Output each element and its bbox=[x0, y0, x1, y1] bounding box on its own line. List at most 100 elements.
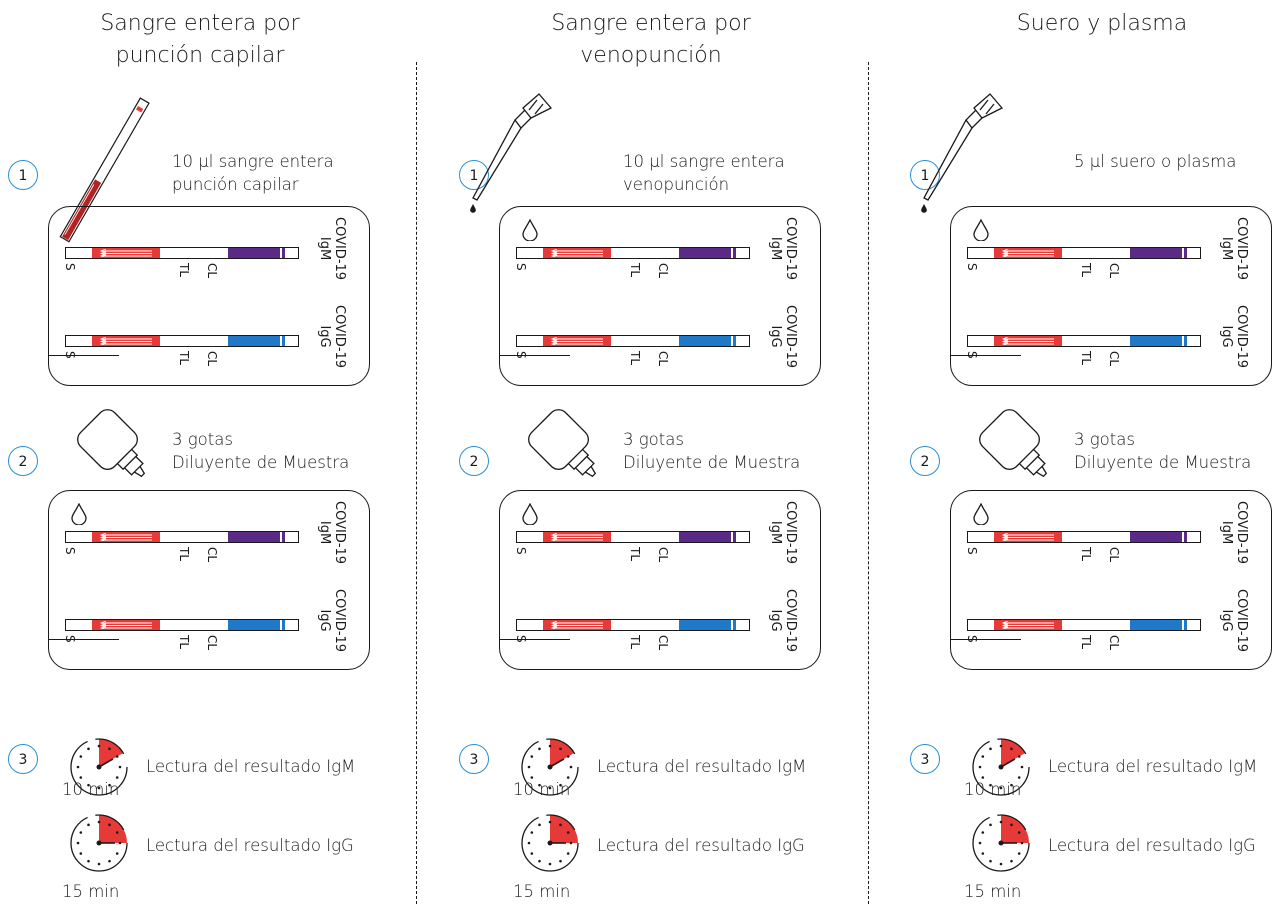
strip-label-tl: TL bbox=[1079, 635, 1093, 650]
strip-label-cl: CL bbox=[1107, 635, 1121, 651]
test-strip-igm bbox=[65, 247, 299, 259]
conjugate-band bbox=[228, 248, 280, 258]
sample-pad bbox=[994, 336, 1062, 346]
step-number-1: 1 bbox=[8, 160, 38, 190]
strip-label-s: S bbox=[63, 547, 77, 555]
flow-arrows-icon bbox=[99, 533, 152, 541]
cassette-label-igg: COVID-19 IgG bbox=[768, 305, 798, 369]
test-cassette: S TL CL COVID-19 IgM S TL CL COVID-19 IgG bbox=[499, 490, 821, 670]
control-line bbox=[733, 336, 736, 346]
test-strip-igg bbox=[967, 619, 1201, 631]
strip-label-tl: TL bbox=[177, 547, 191, 562]
conjugate-band bbox=[1130, 248, 1182, 258]
control-line bbox=[733, 248, 736, 258]
column-separator bbox=[868, 62, 869, 904]
step-number-1: 1 bbox=[910, 160, 940, 190]
sample-pad bbox=[543, 620, 611, 630]
flow-arrows-icon bbox=[550, 621, 603, 629]
test-strip-igg bbox=[65, 619, 299, 631]
timer-15min-icon bbox=[70, 814, 128, 872]
strip-label-tl: TL bbox=[628, 547, 642, 562]
strip-label-cl: CL bbox=[205, 547, 219, 563]
control-line bbox=[1184, 532, 1187, 542]
strip-label-cl: CL bbox=[656, 263, 670, 279]
step2-instruction: 3 gotas Diluyente de Muestra bbox=[1074, 430, 1252, 472]
step-number-3: 3 bbox=[910, 744, 940, 774]
step-number-2: 2 bbox=[8, 446, 38, 476]
conjugate-band bbox=[679, 248, 731, 258]
test-cassette: S TL CL COVID-19 IgM S TL CL COVID-19 IgG bbox=[499, 206, 821, 386]
control-line bbox=[1184, 336, 1187, 346]
conjugate-band bbox=[228, 532, 280, 542]
conjugate-band bbox=[228, 620, 280, 630]
column-title: Suero y plasma bbox=[1016, 11, 1188, 36]
test-strip-igg bbox=[65, 335, 299, 347]
igg-time-label: 15 min bbox=[964, 882, 1022, 901]
control-line bbox=[733, 532, 736, 542]
column-title: Sangre entera por venopunción bbox=[551, 11, 751, 68]
drop-icon bbox=[522, 503, 538, 525]
strip-label-tl: TL bbox=[1079, 351, 1093, 366]
well-divider bbox=[951, 639, 1021, 640]
control-line bbox=[282, 532, 285, 542]
strip-label-s: S bbox=[965, 263, 979, 271]
cassette-label-igg: COVID-19 IgG bbox=[317, 305, 347, 369]
cassette-label-igm: COVID-19 IgM bbox=[1219, 501, 1249, 565]
flow-arrows-icon bbox=[1001, 621, 1054, 629]
strip-label-tl: TL bbox=[177, 635, 191, 650]
dropper-bottle-icon bbox=[528, 409, 597, 478]
cassette-label-igg: COVID-19 IgG bbox=[317, 589, 347, 653]
igg-read-label: Lectura del resultado IgG bbox=[1048, 836, 1256, 855]
cassette-label-igm: COVID-19 IgM bbox=[768, 217, 798, 281]
conjugate-band bbox=[1130, 532, 1182, 542]
strip-label-cl: CL bbox=[1107, 547, 1121, 563]
step2-instruction: 3 gotas Diluyente de Muestra bbox=[623, 430, 801, 472]
flow-arrows-icon bbox=[99, 249, 152, 257]
control-line bbox=[282, 336, 285, 346]
flow-arrows-icon bbox=[550, 249, 603, 257]
procedure-column-1: Sangre entera por punción capilar 1 10 µl … bbox=[0, 0, 420, 908]
flow-arrows-icon bbox=[99, 337, 152, 345]
conjugate-band bbox=[1130, 336, 1182, 346]
igm-time-label: 10 min bbox=[513, 780, 571, 799]
test-cassette: S TL CL COVID-19 IgM S TL CL COVID-19 IgG bbox=[48, 206, 370, 386]
timer-10min-icon bbox=[972, 738, 1030, 796]
sample-pad bbox=[92, 620, 160, 630]
procedure-column-3: Suero y plasma 1 5 µl suero o plasma S TL CL C… bbox=[902, 0, 1275, 908]
step1-instruction: 10 µl sangre entera punción capilar bbox=[172, 152, 334, 194]
strip-label-tl: TL bbox=[1079, 263, 1093, 278]
test-strip-igm bbox=[967, 531, 1201, 543]
step-number-2: 2 bbox=[459, 446, 489, 476]
test-strip-igm bbox=[516, 247, 750, 259]
well-divider bbox=[49, 639, 119, 640]
control-line bbox=[282, 620, 285, 630]
well-divider bbox=[500, 639, 570, 640]
dropper-bottle-icon bbox=[979, 409, 1048, 478]
strip-label-cl: CL bbox=[205, 351, 219, 367]
sample-pad bbox=[543, 532, 611, 542]
conjugate-band bbox=[1130, 620, 1182, 630]
strip-label-cl: CL bbox=[656, 635, 670, 651]
conjugate-band bbox=[679, 532, 731, 542]
cassette-label-igm: COVID-19 IgM bbox=[768, 501, 798, 565]
igg-time-label: 15 min bbox=[62, 882, 120, 901]
strip-label-s: S bbox=[63, 351, 77, 359]
strip-label-cl: CL bbox=[656, 351, 670, 367]
drop-icon bbox=[973, 503, 989, 525]
timer-10min-icon bbox=[70, 738, 128, 796]
strip-label-tl: TL bbox=[177, 351, 191, 366]
column-separator bbox=[416, 62, 417, 904]
test-strip-igm bbox=[967, 247, 1201, 259]
well-divider bbox=[49, 355, 119, 356]
conjugate-band bbox=[679, 620, 731, 630]
strip-label-s: S bbox=[965, 635, 979, 643]
control-line bbox=[282, 248, 285, 258]
strip-label-s: S bbox=[514, 635, 528, 643]
test-strip-igg bbox=[516, 335, 750, 347]
step-number-1: 1 bbox=[459, 160, 489, 190]
timer-15min-icon bbox=[972, 814, 1030, 872]
strip-label-s: S bbox=[965, 547, 979, 555]
flow-arrows-icon bbox=[99, 621, 152, 629]
test-cassette: S TL CL COVID-19 IgM S TL CL COVID-19 IgG bbox=[950, 490, 1272, 670]
test-strip-igg bbox=[967, 335, 1201, 347]
